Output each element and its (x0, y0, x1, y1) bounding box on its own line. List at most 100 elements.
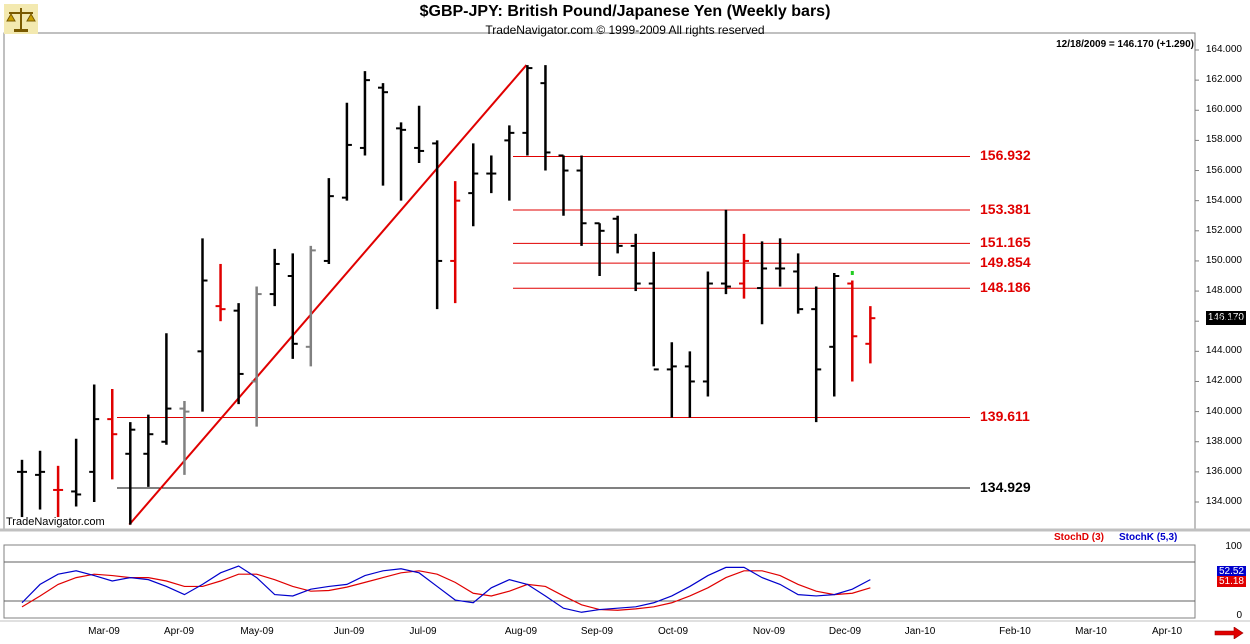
ohlc-bar (359, 71, 370, 156)
y-tick-label: 158.000 (1205, 134, 1242, 146)
ohlc-bar (197, 238, 208, 412)
ohlc-bar (865, 306, 876, 364)
ohlc-bar (71, 438, 82, 507)
ohlc-bar (486, 155, 497, 194)
retracement-levels (117, 155, 970, 489)
watermark: TradeNavigator.com (6, 516, 105, 528)
ohlc-bar (143, 414, 154, 487)
x-tick-label: Sep-09 (580, 626, 614, 637)
stochk-value-tag: 52.52 (1216, 566, 1246, 577)
y-tick-label: 144.000 (1205, 345, 1242, 357)
stochd-legend: StochD (3) (1054, 532, 1104, 543)
y-tick-label: 152.000 (1205, 224, 1242, 236)
level-label-151.165: 151.165 (980, 234, 1031, 251)
y-tick-label: 148.000 (1205, 285, 1242, 297)
y-tick-label: 140.000 (1205, 405, 1242, 417)
ohlc-bar (847, 280, 858, 382)
oscillator-panel (4, 561, 1195, 613)
x-tick-label: Mar-10 (1075, 626, 1107, 637)
x-tick-label: Apr-10 (1151, 626, 1183, 637)
osc-tick-0: 0 (1236, 610, 1242, 621)
x-tick-label: Nov-09 (752, 626, 786, 637)
ohlc-bar (630, 233, 641, 292)
y-tick-label: 136.000 (1205, 465, 1242, 477)
ohlc-bar (396, 122, 407, 201)
level-label-156.932: 156.932 (980, 147, 1031, 164)
ohlc-bar (179, 401, 190, 475)
ohlc-bar (35, 450, 46, 510)
x-tick-label: Jan-10 (904, 626, 936, 637)
y-tick-label: 160.000 (1205, 104, 1242, 116)
x-tick-label: Aug-09 (504, 626, 538, 637)
x-tick-label: Apr-09 (163, 626, 195, 637)
ohlc-bar (269, 248, 280, 307)
x-tick-label: Jun-09 (333, 626, 365, 637)
y-tick-label: 146.000 (1205, 315, 1242, 327)
ohlc-bar (468, 143, 479, 227)
y-tick-label: 134.000 (1205, 496, 1242, 507)
ohlc-bar (829, 272, 840, 397)
y-tick-label: 142.000 (1205, 375, 1242, 387)
level-label-149.854: 149.854 (980, 254, 1031, 271)
ohlc-bar (233, 303, 244, 405)
y-tick-label: 150.000 (1205, 254, 1242, 266)
stochk-legend: StochK (5,3) (1119, 532, 1178, 543)
ohlc-bar (305, 245, 316, 367)
scales-logo-icon[interactable] (4, 4, 38, 34)
ohlc-bar (612, 215, 623, 254)
ohlc-bar (648, 251, 659, 371)
y-tick-label: 164.000 (1205, 44, 1242, 55)
level-label-139.611: 139.611 (980, 408, 1030, 425)
ohlc-bar (17, 459, 27, 518)
ohlc-bar (757, 241, 768, 325)
y-tick-label: 154.000 (1205, 194, 1242, 206)
ohlc-bar (702, 271, 713, 397)
trendline-line (128, 64, 528, 526)
stochd-value-tag: 51.18 (1216, 576, 1246, 587)
x-tick-label: May-09 (240, 626, 274, 637)
price-bars (17, 65, 876, 525)
level-label-153.381: 153.381 (980, 200, 1031, 217)
ohlc-bar (53, 465, 64, 518)
last-price-tag: 146.170 (1205, 311, 1246, 325)
ohlc-bar (125, 422, 136, 525)
y-tick-label: 162.000 (1205, 74, 1242, 86)
ohlc-bar (341, 102, 352, 201)
x-tick-label: Dec-09 (828, 626, 862, 637)
stochd-line (21, 570, 871, 611)
ohlc-bar (666, 342, 677, 418)
signal-marker (850, 270, 854, 275)
ohlc-bar (775, 238, 786, 287)
ohlc-bar (594, 222, 605, 276)
ohlc-bar (287, 253, 298, 359)
x-tick-label: Jul-09 (409, 626, 437, 637)
ohlc-bar (215, 263, 226, 322)
ohlc-bar (89, 384, 100, 502)
ohlc-bar (684, 351, 695, 418)
osc-tick-100: 100 (1225, 541, 1242, 552)
ohlc-bar (720, 209, 731, 295)
ohlc-bar (811, 286, 822, 423)
ohlc-bar (432, 140, 443, 310)
oscillator-panel-border (3, 544, 1196, 619)
ohlc-bar (414, 105, 425, 163)
ohlc-bar (251, 286, 262, 427)
y-tick-label: 156.000 (1205, 164, 1242, 176)
chart-title: $GBP-JPY: British Pound/Japanese Yen (We… (419, 3, 831, 20)
ohlc-bar (450, 181, 461, 304)
right-arrow-icon[interactable] (1214, 626, 1244, 644)
ohlc-bar (540, 65, 551, 171)
ohlc-bar (323, 178, 334, 264)
ohlc-bar (107, 389, 118, 480)
ohlc-bar (378, 83, 388, 186)
chart-subtitle: TradeNavigator.com © 1999-2009 All right… (485, 23, 765, 37)
ohlc-bar (522, 65, 533, 156)
ohlc-bar (504, 125, 515, 201)
x-tick-label: Feb-10 (999, 626, 1031, 637)
level-label-134.929: 134.929 (980, 479, 1031, 495)
x-tick-label: Mar-09 (88, 626, 120, 637)
ohlc-bar (739, 233, 749, 299)
trendline (128, 64, 528, 526)
ohlc-bar (558, 154, 569, 216)
